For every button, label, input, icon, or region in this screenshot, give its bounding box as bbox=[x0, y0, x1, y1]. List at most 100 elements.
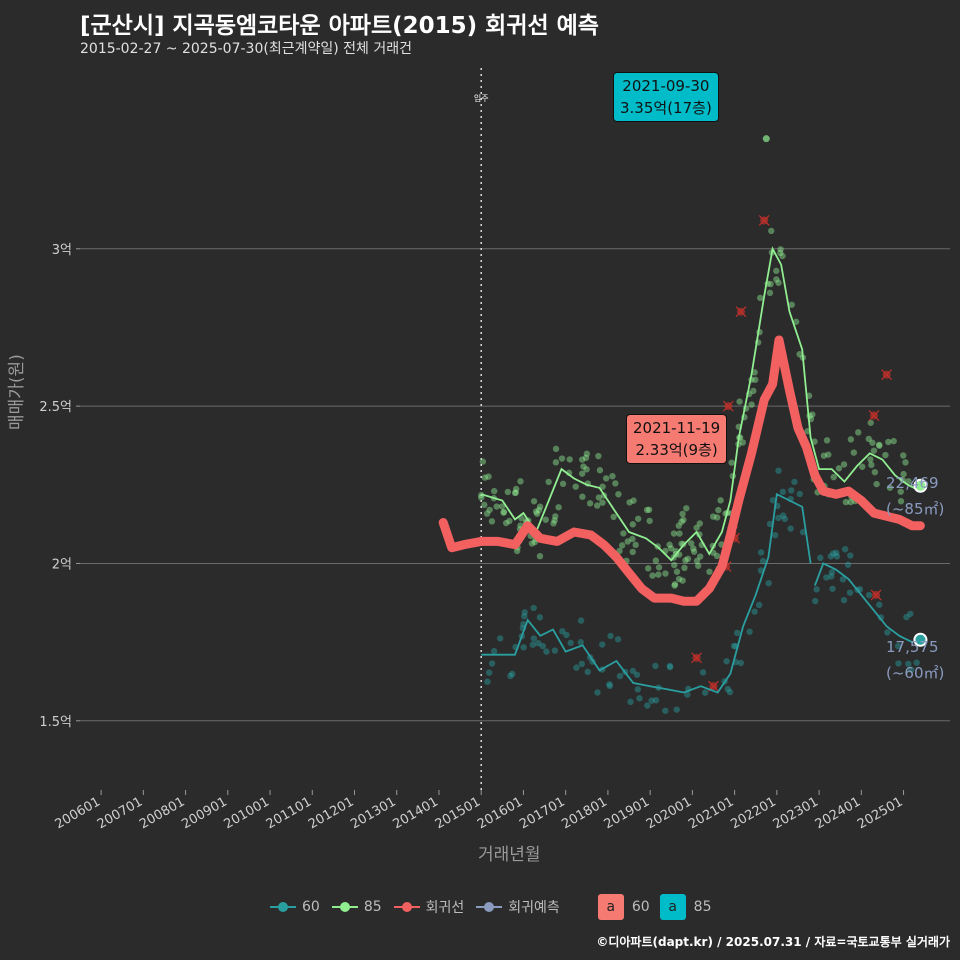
scatter-point-60 bbox=[551, 647, 559, 654]
scatter-point-60 bbox=[823, 574, 830, 581]
scatter-point-85 bbox=[572, 483, 579, 490]
scatter-point-85 bbox=[875, 441, 883, 448]
scatter-point-60 bbox=[907, 610, 914, 618]
scatter-point-85 bbox=[693, 524, 700, 531]
x-tick-label: 202501 bbox=[855, 794, 905, 832]
end-label-60-area: (~60㎡) bbox=[886, 664, 945, 682]
legend-key-prediction-icon bbox=[476, 899, 503, 915]
scatter-point-85 bbox=[690, 548, 698, 555]
scatter-point-85 bbox=[675, 575, 683, 583]
series-line-60-recent bbox=[814, 562, 921, 644]
scatter-point-85 bbox=[512, 489, 519, 496]
scatter-point-85 bbox=[715, 506, 722, 514]
scatter-point-85 bbox=[897, 488, 904, 495]
scatter-point-85 bbox=[775, 279, 782, 286]
scatter-point-60 bbox=[779, 488, 786, 496]
outlier-x-icon bbox=[758, 215, 770, 226]
scatter-point-60 bbox=[684, 691, 691, 698]
x-tick-label: 201601 bbox=[475, 794, 525, 832]
scatter-point-60 bbox=[788, 487, 795, 494]
scatter-point-60 bbox=[584, 668, 591, 676]
scatter-point-85 bbox=[478, 494, 485, 501]
scatter-point-85 bbox=[558, 455, 566, 462]
scatter-point-60 bbox=[771, 532, 779, 539]
scatter-point-60 bbox=[577, 617, 585, 624]
scatter-point-60 bbox=[543, 648, 550, 655]
scatter-point-60 bbox=[884, 629, 891, 636]
scatter-point-85 bbox=[870, 447, 878, 454]
legend-item-prediction: 회귀예측 bbox=[476, 897, 560, 917]
scatter-point-85 bbox=[504, 488, 512, 496]
scatter-point-85 bbox=[676, 530, 683, 537]
scatter-point-60 bbox=[573, 664, 580, 671]
scatter-point-85 bbox=[855, 429, 862, 436]
scatter-point-85 bbox=[609, 472, 616, 480]
max-callout-value: 3.35억(17층) bbox=[620, 99, 712, 117]
scatter-point-85 bbox=[533, 510, 541, 517]
scatter-point-85 bbox=[486, 506, 493, 514]
scatter-point-60 bbox=[567, 639, 574, 647]
legend-label-prediction: 회귀예측 bbox=[508, 900, 560, 916]
scatter-point-85 bbox=[739, 439, 747, 446]
scatter-point-85 bbox=[620, 530, 627, 537]
outlier-x-icon bbox=[868, 410, 880, 421]
scatter-point-85 bbox=[773, 267, 780, 275]
scatter-point-85 bbox=[596, 467, 604, 474]
end-point-85 bbox=[913, 478, 928, 493]
scatter-point-85 bbox=[777, 249, 784, 257]
scatter-point-85 bbox=[882, 451, 889, 459]
scatter-point-60 bbox=[737, 659, 744, 667]
scatter-point-60 bbox=[730, 642, 738, 650]
scatter-point-60 bbox=[652, 697, 660, 704]
legend-item-60: 60 bbox=[270, 899, 320, 915]
scatter-point-60 bbox=[766, 520, 774, 528]
end-label-85-value: 22,469 bbox=[886, 474, 939, 492]
max-point bbox=[762, 135, 770, 143]
scatter-point-60 bbox=[829, 585, 836, 592]
scatter-point-85 bbox=[578, 456, 586, 463]
scatter-point-85 bbox=[900, 452, 907, 459]
scatter-point-60 bbox=[827, 553, 835, 560]
outlier-x-icon bbox=[881, 369, 893, 381]
scatter-point-85 bbox=[612, 480, 619, 487]
x-tick-label: 201801 bbox=[559, 794, 609, 832]
scatter-point-85 bbox=[847, 498, 854, 506]
scatter-point-85 bbox=[885, 438, 892, 446]
scatter-point-85 bbox=[618, 542, 626, 549]
scatter-point-85 bbox=[643, 506, 651, 514]
scatter-point-85 bbox=[788, 301, 795, 308]
scatter-point-85 bbox=[751, 369, 758, 376]
scatter-point-85 bbox=[667, 545, 675, 552]
scatter-point-60 bbox=[559, 628, 566, 635]
end-label-60-value: 17,575 bbox=[886, 638, 939, 656]
scatter-point-60 bbox=[724, 685, 732, 693]
regression-callout-value: 2.33억(9층) bbox=[635, 441, 718, 459]
scatter-point-85 bbox=[706, 568, 713, 575]
scatter-point-85 bbox=[530, 498, 538, 505]
legend-box-60: a bbox=[597, 894, 624, 920]
scatter-point-85 bbox=[850, 449, 858, 456]
max-callout: 2021-09-30 3.35억(17층) bbox=[613, 72, 719, 122]
scatter-point-60 bbox=[521, 613, 528, 620]
scatter-point-85 bbox=[629, 548, 636, 556]
scatter-point-85 bbox=[632, 541, 639, 549]
scatter-point-85 bbox=[900, 470, 907, 478]
scatter-point-60 bbox=[529, 641, 537, 648]
scatter-point-85 bbox=[683, 505, 690, 512]
scatter-point-60 bbox=[535, 639, 542, 647]
scatter-point-85 bbox=[479, 458, 487, 465]
scatter-point-85 bbox=[696, 520, 703, 527]
scatter-point-85 bbox=[545, 478, 552, 486]
scatter-point-85 bbox=[583, 450, 591, 457]
scatter-point-85 bbox=[559, 480, 567, 488]
scatter-point-85 bbox=[902, 459, 909, 466]
scatter-point-85 bbox=[873, 480, 880, 488]
scatter-point-85 bbox=[679, 577, 686, 584]
legend-label-60: 60 bbox=[302, 899, 320, 915]
outlier-x-icon bbox=[691, 652, 703, 664]
scatter-point-60 bbox=[539, 642, 546, 650]
scatter-point-85 bbox=[890, 437, 897, 445]
scatter-point-60 bbox=[606, 681, 613, 688]
scatter-point-60 bbox=[627, 698, 634, 706]
x-tick-label: 200901 bbox=[179, 794, 229, 832]
